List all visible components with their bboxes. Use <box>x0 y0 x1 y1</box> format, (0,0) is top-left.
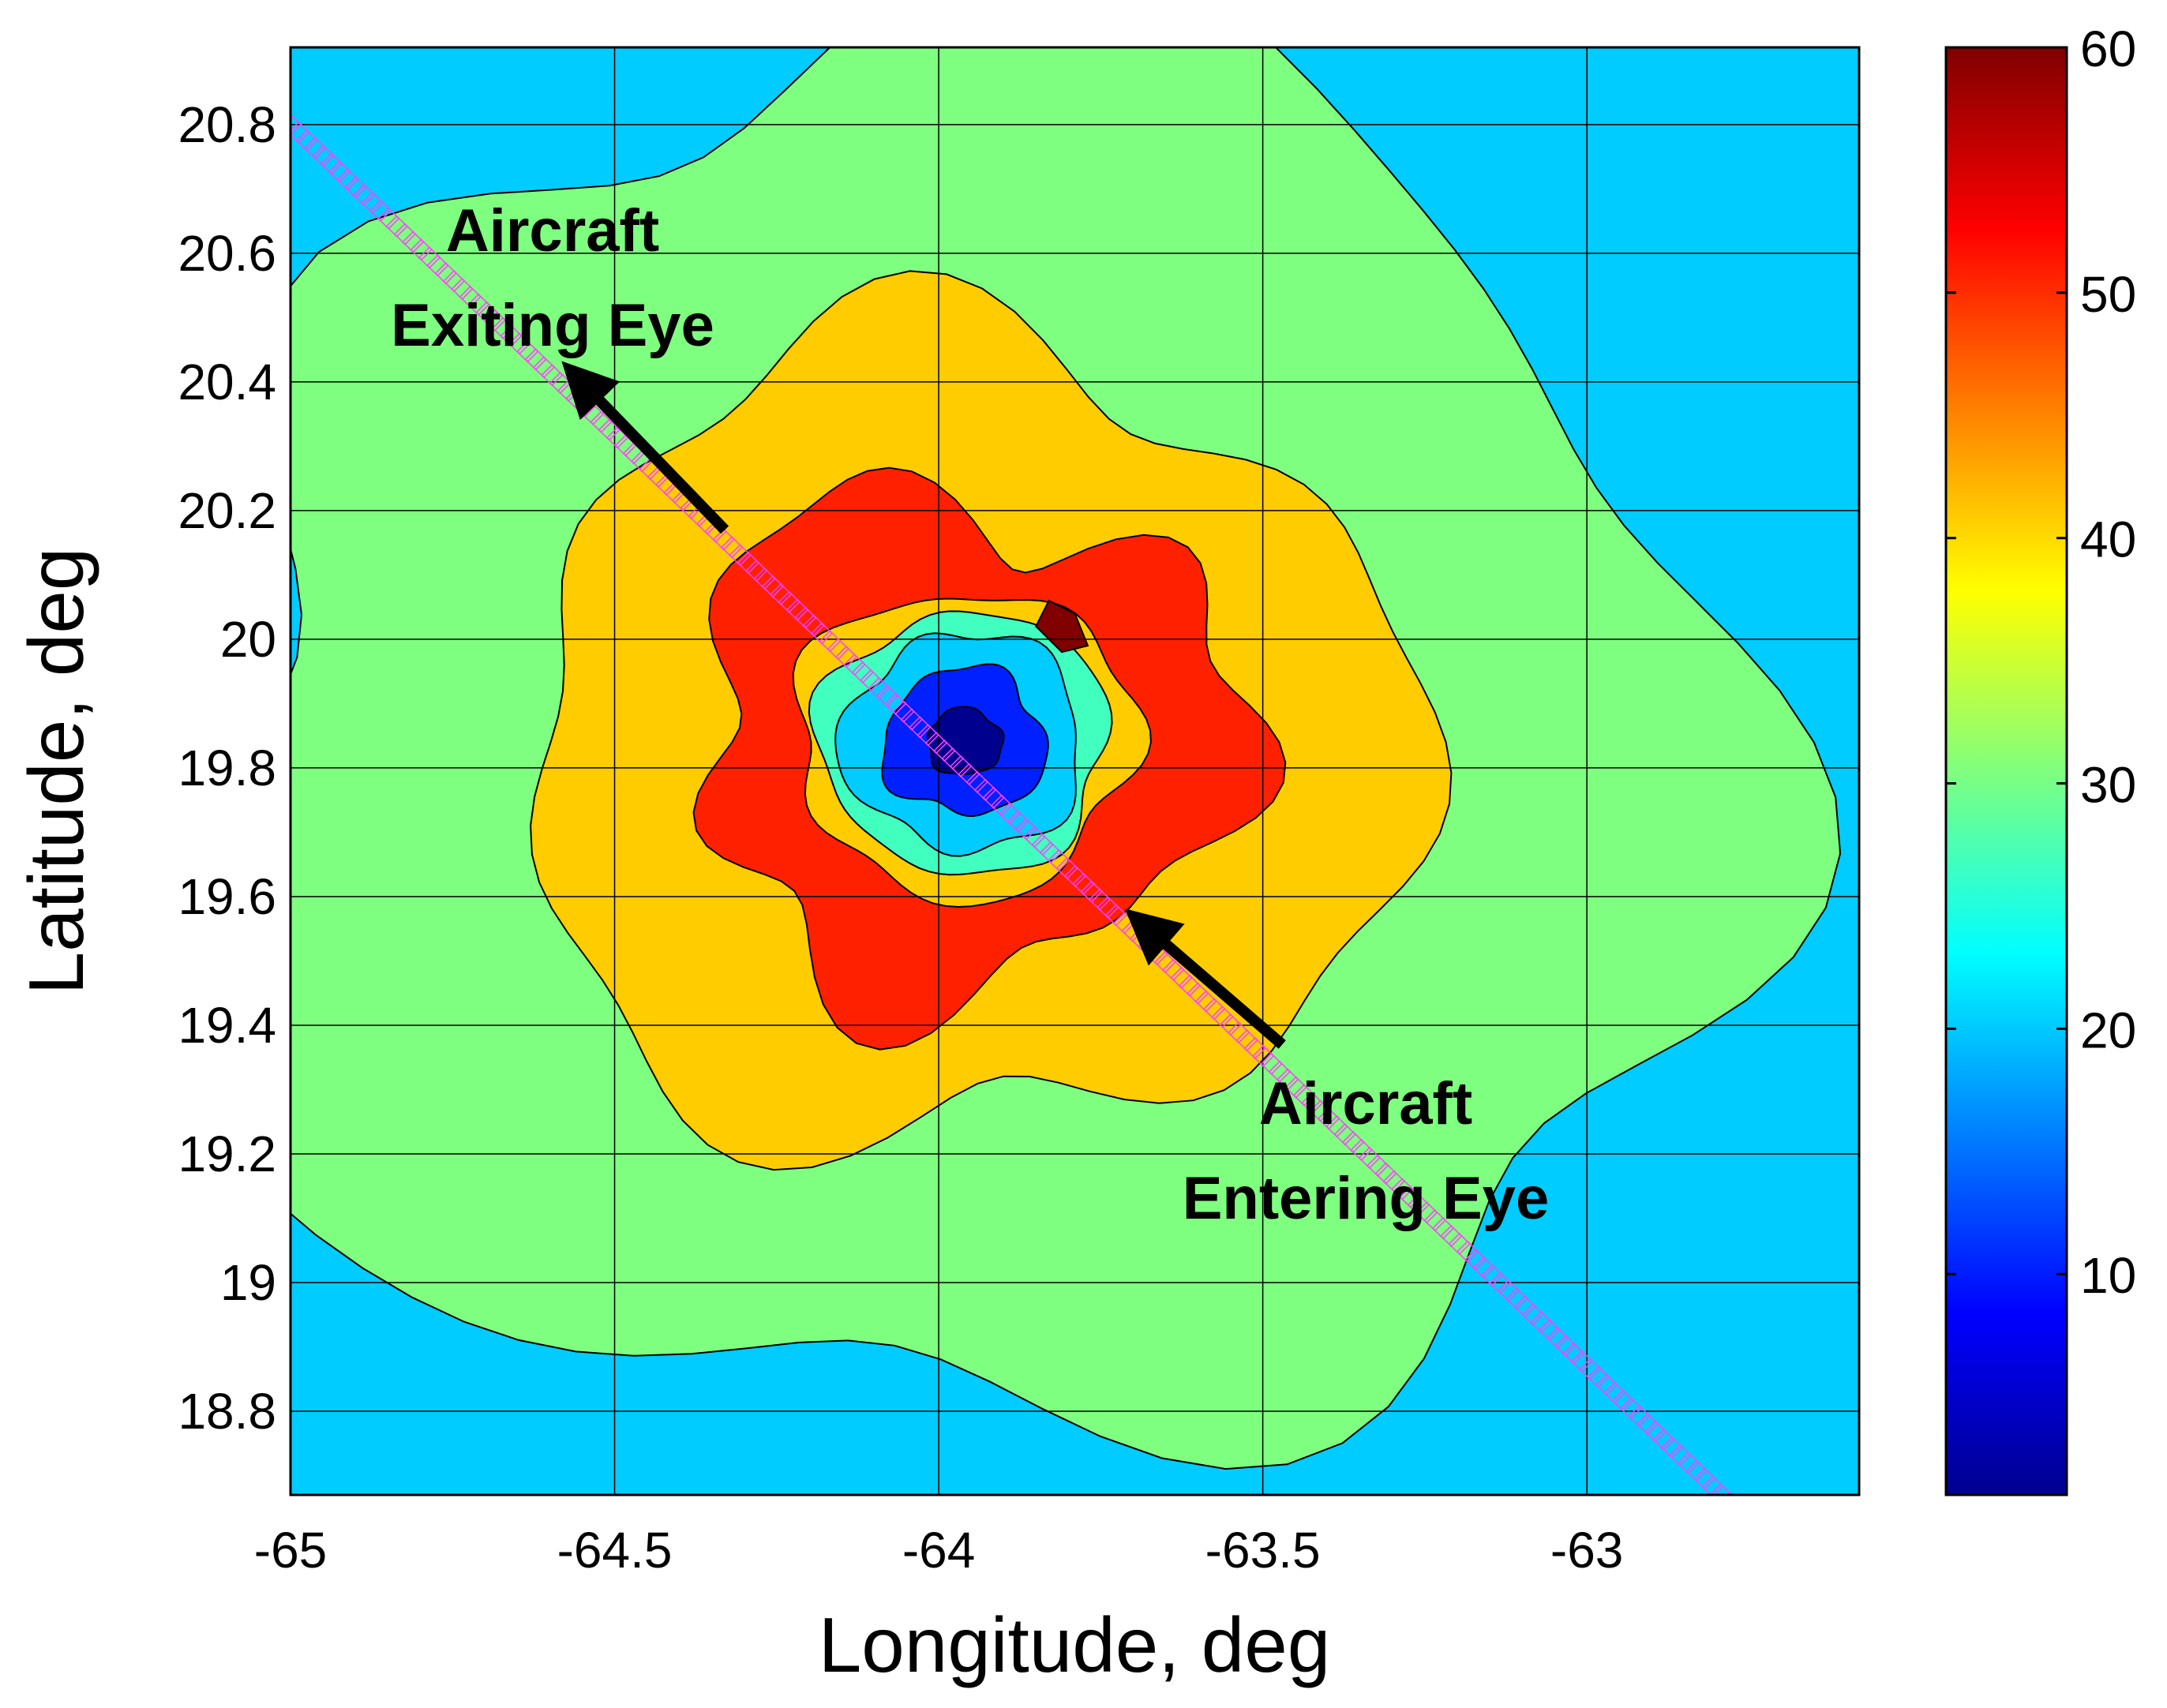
colorbar-gradient <box>1944 46 2068 1496</box>
y-tick-label: 19.2 <box>178 1126 276 1182</box>
y-tick-label: 18.8 <box>178 1383 276 1440</box>
colorbar-tick-label: 20 <box>2080 1002 2136 1058</box>
annotation-arrow <box>561 361 729 534</box>
colorbar-tick-label: 30 <box>2080 757 2136 814</box>
y-tick-label: 20.2 <box>178 482 276 539</box>
grid-lines <box>290 47 1859 1495</box>
track-marker <box>1701 1475 1724 1495</box>
annotation-text: Aircraft <box>446 197 659 264</box>
colorbar-tick-label: 60 <box>2080 21 2136 77</box>
contour-fill <box>291 47 1842 1470</box>
y-tick-label: 20.6 <box>178 225 276 282</box>
track-marker <box>1752 1523 1772 1544</box>
track-marker <box>1727 1500 1748 1520</box>
x-axis-label: Longitude, deg <box>819 1601 1330 1688</box>
annotation-text: Aircraft <box>1259 1070 1472 1137</box>
x-tick-label: -65 <box>254 1522 328 1579</box>
y-tick-label: 19 <box>220 1254 276 1311</box>
plot-area <box>289 46 1861 1544</box>
y-tick-label: 20 <box>220 611 276 668</box>
annotation-text: Exiting Eye <box>391 292 714 359</box>
x-tick-label: -64.5 <box>557 1522 673 1579</box>
track-marker <box>1710 1483 1733 1495</box>
x-tick-label: -63 <box>1550 1522 1624 1579</box>
y-axis-ticks: 20.8 20.6 20.4 20.2 20 19.8 19.6 19.4 19.2 19 18.8 <box>178 96 276 1440</box>
colorbar: 10 20 30 40 50 60 <box>1944 21 2136 1496</box>
y-tick-label: 20.4 <box>178 354 276 410</box>
x-tick-label: -64 <box>902 1522 976 1579</box>
track-marker <box>291 113 302 136</box>
colorbar-tick-label: 10 <box>2080 1247 2136 1304</box>
colorbar-tick-label: 40 <box>2080 511 2136 568</box>
y-tick-label: 19.4 <box>178 997 276 1054</box>
plot-frame <box>289 46 1861 1496</box>
annotation-text: Entering Eye <box>1183 1165 1550 1232</box>
y-tick-label: 20.8 <box>178 96 276 153</box>
colorbar-tick-label: 50 <box>2080 266 2136 323</box>
x-tick-label: -63.5 <box>1205 1522 1321 1579</box>
y-tick-label: 19.8 <box>178 740 276 796</box>
colorbar-ticks: 10 20 30 40 50 60 <box>1946 21 2136 1304</box>
track-marker <box>1743 1515 1764 1536</box>
contour-band-region <box>926 706 1005 775</box>
annotations: Aircraft Exiting Eye Aircraft Entering Eye <box>391 197 1549 1232</box>
y-tick-label: 19.6 <box>178 868 276 925</box>
annotation-arrow <box>1124 908 1286 1049</box>
y-axis-label: Latitude, deg <box>13 548 99 995</box>
x-axis-ticks: -65 -64.5 -64 -63.5 -63 <box>254 1522 1624 1579</box>
track-marker <box>1735 1508 1756 1528</box>
